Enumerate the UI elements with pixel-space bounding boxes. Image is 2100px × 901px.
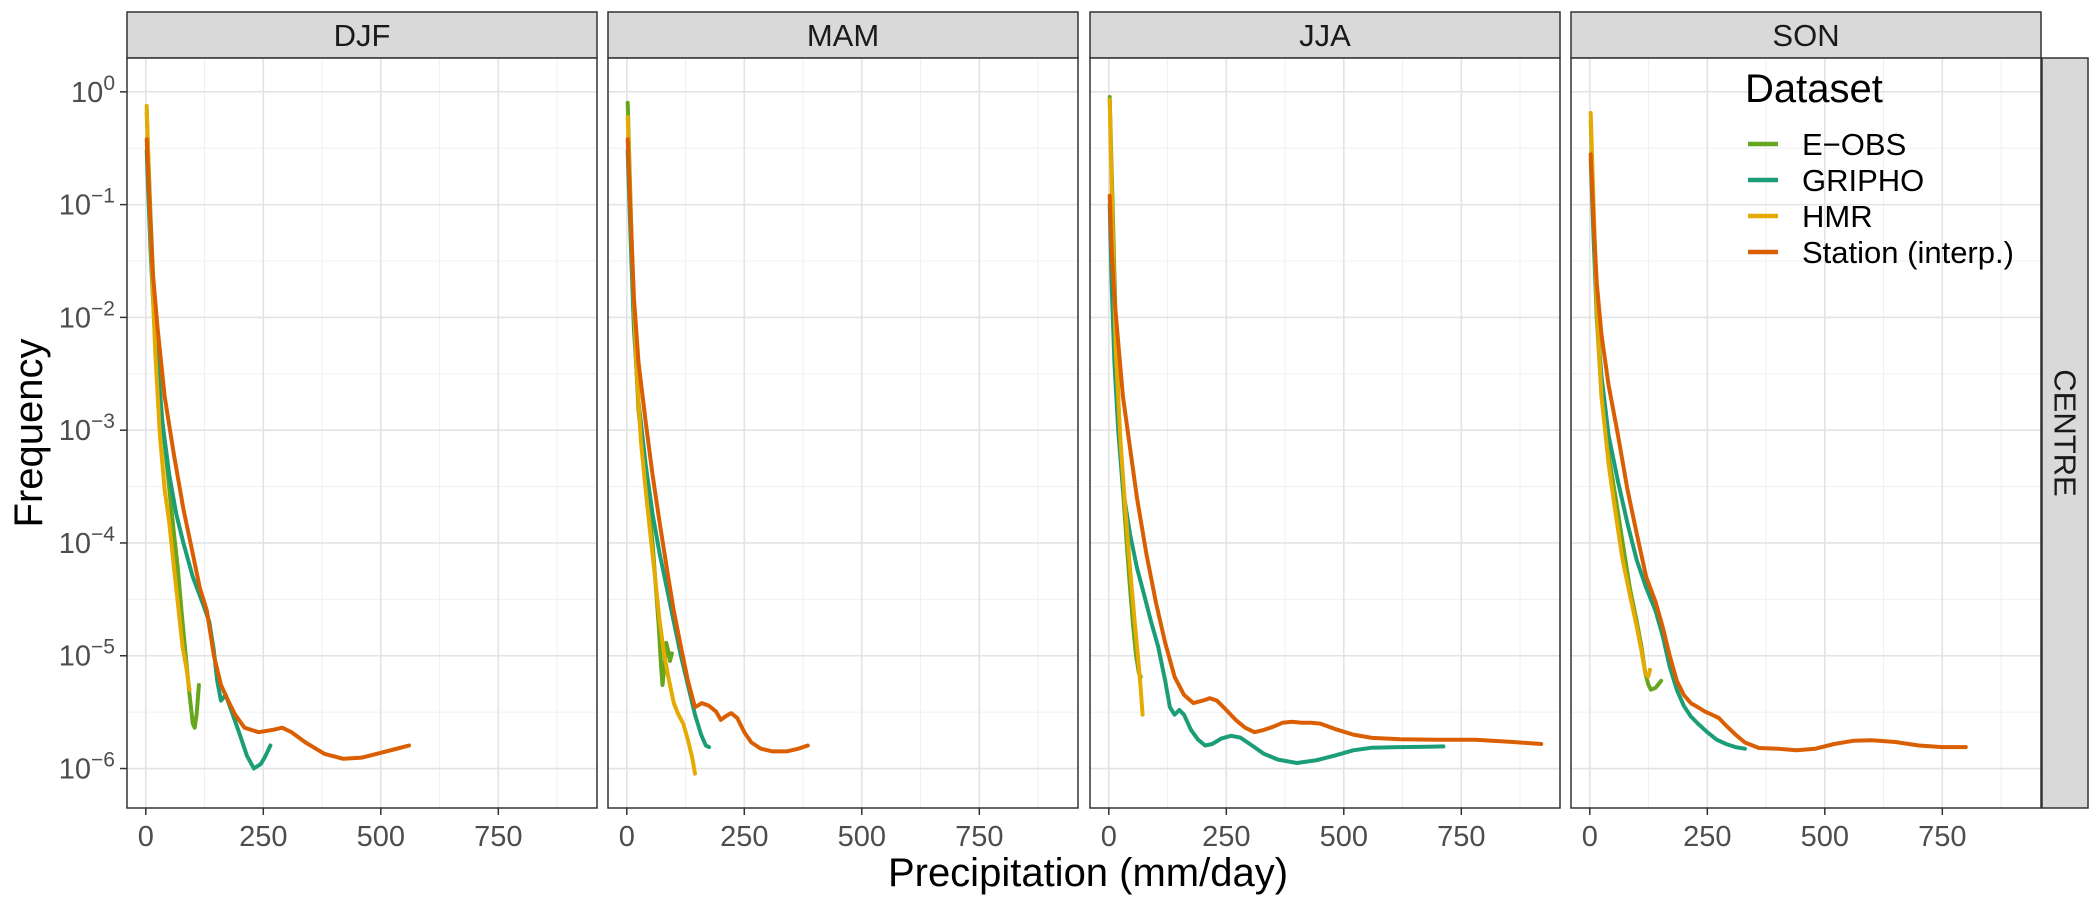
panel-strip-label: DJF	[334, 18, 391, 53]
row-strip: CENTRE	[2041, 57, 2089, 809]
x-tick-label: 750	[955, 821, 1003, 853]
series-line-hmr	[144, 103, 192, 692]
series-line-station-interp	[1107, 193, 1544, 746]
x-tick-label: 0	[138, 821, 154, 853]
x-tick-label: 750	[1437, 821, 1485, 853]
x-axis-title: Precipitation (mm/day)	[888, 851, 1288, 895]
panels-layer: DJF 0 250 500 750 100 10−1 10−2 10−3 10−4 10−5 10−6…	[59, 11, 2042, 853]
series-line-station-interp	[1588, 152, 1968, 753]
panel-background	[1090, 58, 1560, 808]
row-strip-background	[2041, 57, 2089, 809]
series-line-hmr	[1588, 110, 1652, 679]
panel-series-group	[625, 100, 810, 776]
y-tick-label: 10−3	[59, 410, 115, 447]
y-tick-label: 100	[71, 72, 115, 109]
panel-strip-label: JJA	[1299, 18, 1351, 53]
panel-series-group	[1588, 110, 1968, 753]
panel-series-group	[1107, 95, 1544, 765]
x-tick-label: 500	[838, 821, 886, 853]
panel-background	[608, 58, 1078, 808]
y-axis-title-text: Frequency	[7, 339, 51, 528]
x-tick-label: 250	[1202, 821, 1250, 853]
x-axis-title-text: Precipitation (mm/day)	[888, 851, 1288, 895]
series-line-gripho	[1588, 157, 1747, 751]
x-tick-label: 0	[619, 821, 635, 853]
x-tick-label: 500	[1320, 821, 1368, 853]
series-line-gripho	[1107, 202, 1446, 765]
x-tick-label: 750	[474, 821, 522, 853]
panel-jja: JJA 0 250 500 750	[1089, 11, 1561, 853]
series-line-hmr	[625, 114, 697, 776]
panel-strip-label: MAM	[807, 18, 879, 53]
panel-background	[127, 58, 597, 808]
legend-label-gripho: GRIPHO	[1802, 163, 1924, 198]
x-tick-label: 0	[1101, 821, 1117, 853]
panel-border	[126, 57, 598, 809]
panel-series-group	[144, 103, 411, 771]
y-tick-label: 10−2	[59, 297, 115, 334]
x-tick-label: 250	[720, 821, 768, 853]
x-tick-label: 250	[239, 821, 287, 853]
y-tick-label: 10−4	[59, 523, 116, 560]
panel-mam: MAM 0 250 500 750	[607, 11, 1079, 853]
panel-djf: DJF 0 250 500 750 100 10−1 10−2 10−3 10−4 10−5 10−6	[59, 11, 598, 853]
y-axis-title: Frequency	[7, 339, 51, 528]
y-tick-label: 10−5	[59, 636, 115, 673]
panel-strip-label: SON	[1772, 18, 1839, 53]
legend-label-e-obs: E−OBS	[1802, 127, 1906, 162]
series-line-station-interp	[144, 137, 411, 761]
panel-strip-background	[1570, 11, 2042, 59]
panel-border	[1570, 57, 2042, 809]
panel-border	[1089, 57, 1561, 809]
legend-label-hmr: HMR	[1802, 199, 1873, 234]
panel-strip-background	[607, 11, 1079, 59]
x-tick-label: 250	[1683, 821, 1731, 853]
legend-label-station-interp: Station (interp.)	[1802, 235, 2014, 270]
row-strip-label: CENTRE	[2048, 369, 2083, 496]
panel-border	[607, 57, 1079, 809]
x-tick-label: 500	[1801, 821, 1849, 853]
legend-title: Dataset	[1745, 67, 1883, 111]
y-tick-label: 10−6	[59, 749, 115, 786]
x-tick-label: 0	[1582, 821, 1598, 853]
series-line-station-interp	[625, 137, 810, 754]
x-tick-label: 500	[357, 821, 405, 853]
y-tick-label: 10−1	[59, 185, 115, 222]
panel-strip-background	[126, 11, 598, 59]
panel-son: SON 0 250 500 750	[1570, 11, 2042, 853]
x-tick-label: 750	[1918, 821, 1966, 853]
